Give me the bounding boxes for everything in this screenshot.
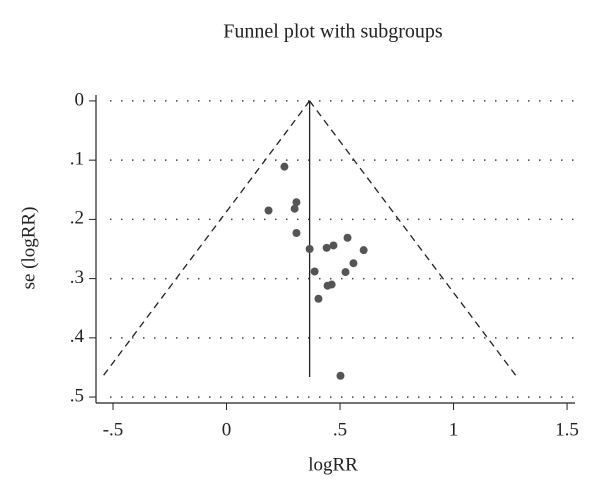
x-axis-label: logRR (308, 454, 358, 475)
point (359, 246, 368, 255)
point (292, 229, 301, 238)
point (310, 267, 319, 276)
point (329, 241, 338, 250)
point (280, 162, 289, 171)
point (341, 268, 350, 277)
point (349, 259, 358, 268)
point (292, 198, 301, 207)
x-tick-label: 1 (449, 419, 459, 440)
funnel-limit (309, 100, 518, 378)
y-tick-label: .4 (70, 326, 85, 347)
point (290, 204, 299, 213)
point (314, 294, 323, 303)
y-tick-label: .5 (70, 385, 84, 406)
point (264, 206, 273, 215)
x-tick-label: 1.5 (555, 419, 579, 440)
point (305, 245, 314, 253)
point (336, 371, 345, 380)
y-tick-label: .1 (70, 149, 84, 170)
y-tick-label: .3 (70, 267, 84, 288)
y-axis-label: se (logRR) (18, 207, 39, 290)
funnel-limit (101, 100, 311, 378)
point (343, 233, 352, 242)
chart-title: Funnel plot with subgroups (223, 21, 443, 43)
point (323, 281, 332, 290)
point (322, 243, 331, 252)
y-tick-label: .2 (70, 208, 84, 229)
y-tick-label: 0 (75, 89, 85, 110)
x-tick-label: .5 (333, 419, 347, 440)
x-tick-label: 0 (222, 419, 232, 440)
x-tick-label: -.5 (103, 419, 124, 440)
